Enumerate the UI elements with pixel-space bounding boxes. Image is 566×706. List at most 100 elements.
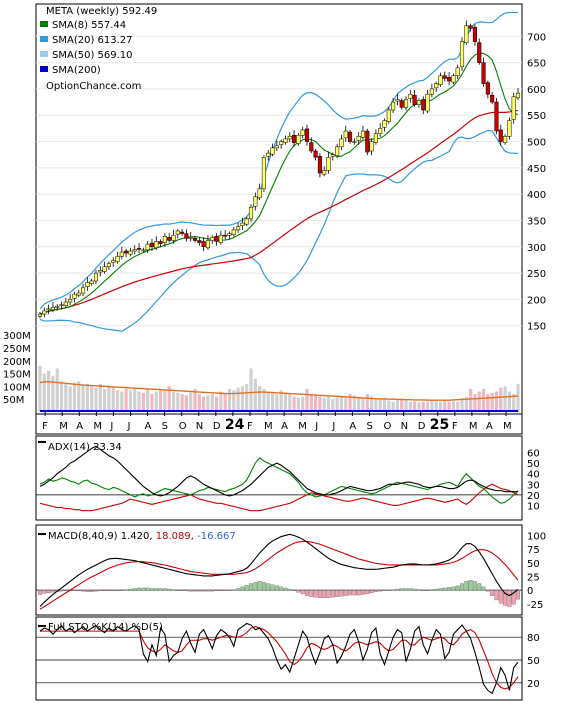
candle-up [210,237,215,241]
candle-up [145,243,150,251]
candle-up [369,141,374,152]
candle-down [498,129,503,142]
month-label: 25 [430,417,449,433]
volume-bar [270,392,275,412]
macd-histogram-bar [468,580,473,591]
macd-histogram-bar [261,582,266,591]
month-label: O [179,421,187,432]
candle-down [304,128,310,142]
volume-bar [51,376,55,412]
candle-down [192,238,198,241]
volume-bar [447,401,451,412]
macd-histogram-bar [223,589,228,591]
volume-bar [417,402,421,412]
price-tick-label: 700 [527,32,546,43]
adx-legend: ADX(14) 23.34 [38,441,122,453]
month-label: S [162,421,168,432]
candle-down [292,134,297,143]
macd-histogram-bar [442,587,447,591]
volume-bar [357,396,361,412]
indicator-tick-label: 30 [527,480,540,491]
volume-bar [102,388,107,412]
macd-title: MACD(8,40,9) 1.420, 18.089, -16.667 [48,531,236,542]
macd-histogram-bar [244,585,249,591]
candle-down [184,233,189,239]
candle-up [240,222,245,226]
candle-down [494,101,499,132]
macd-histogram-bar [128,588,133,591]
volume-bar [167,386,171,412]
month-label: O [384,421,392,432]
volume-bar [275,394,279,412]
macd-histogram-bar [339,589,344,597]
macd-histogram-bar [369,589,374,594]
volume-bar [202,396,206,412]
candle-down [158,241,163,244]
candle-up [253,196,258,207]
macd-histogram-bar [503,589,508,606]
macd-histogram-bar [249,583,253,591]
candle-up [339,138,344,148]
volume-bar [499,387,503,412]
indicator-tick-label: 40 [527,470,540,481]
candle-down [180,231,185,234]
volume-bar [163,390,167,412]
macd-histogram-bar [322,589,327,598]
candle-up [76,292,81,296]
macd-histogram-bar [59,589,64,592]
volume-bar [150,394,154,412]
price-tick-label: 500 [527,138,546,149]
volume-bar [421,401,425,412]
price-axis-ticks: 150 200 250 300 350 400 450 500 550 600 650 700 [527,32,546,332]
candle-up [227,233,232,236]
month-label: J [331,421,335,432]
legend-sma50: SMA(50) 569.10 [52,50,133,61]
macd-histogram-bar [85,589,90,592]
volume-bar [206,395,210,412]
candle-up [279,141,284,145]
candle-up [111,260,116,263]
macd-histogram-bar [399,588,404,591]
month-label: 24 [225,417,245,433]
candle-up [425,93,430,112]
volume-bar [262,388,266,412]
price-tick-label: 400 [527,190,546,201]
volume-bar [374,397,378,412]
macd-histogram-bar [167,588,172,591]
volume-bar [456,401,460,412]
macd-histogram-bar [356,589,361,596]
candle-down [481,62,486,84]
candle-up [356,136,361,141]
macd-histogram-bar [361,589,365,595]
candle-down [313,150,318,158]
candle-down [442,75,447,79]
volume-tick-label: 200M [3,357,31,368]
candle-up [119,251,124,257]
series-di-line [39,483,519,512]
volume-average-line [39,381,519,401]
price-tick-label: 450 [527,164,546,175]
candle-up [115,255,120,262]
volume-bar [408,401,412,412]
macd-histogram-bar [50,589,55,593]
adx-title: ADX(14) 23.34 [48,442,122,453]
macd-histogram-bar [119,589,124,591]
indicator-tick-label: 50 [527,559,540,570]
candle-up [395,99,400,102]
sto-legend: Full STO %K(14) %D(5) [38,622,163,633]
candle-up [382,120,387,128]
volume-tick-label: 150M [3,370,31,381]
candle-up [416,100,422,105]
macd-histogram-bar [464,581,469,591]
macd-histogram-bar [141,587,146,591]
macd-histogram-bar [63,589,68,591]
macd-histogram-bar [193,589,197,592]
candle-up [171,234,176,241]
price-tick-label: 250 [527,269,546,280]
volume-bar [365,394,369,412]
volume-bar [47,371,51,412]
macd-histogram-bar [309,589,314,597]
series-macd-line [39,533,519,607]
macd-histogram-bar [231,589,236,591]
month-label: F [452,421,458,432]
